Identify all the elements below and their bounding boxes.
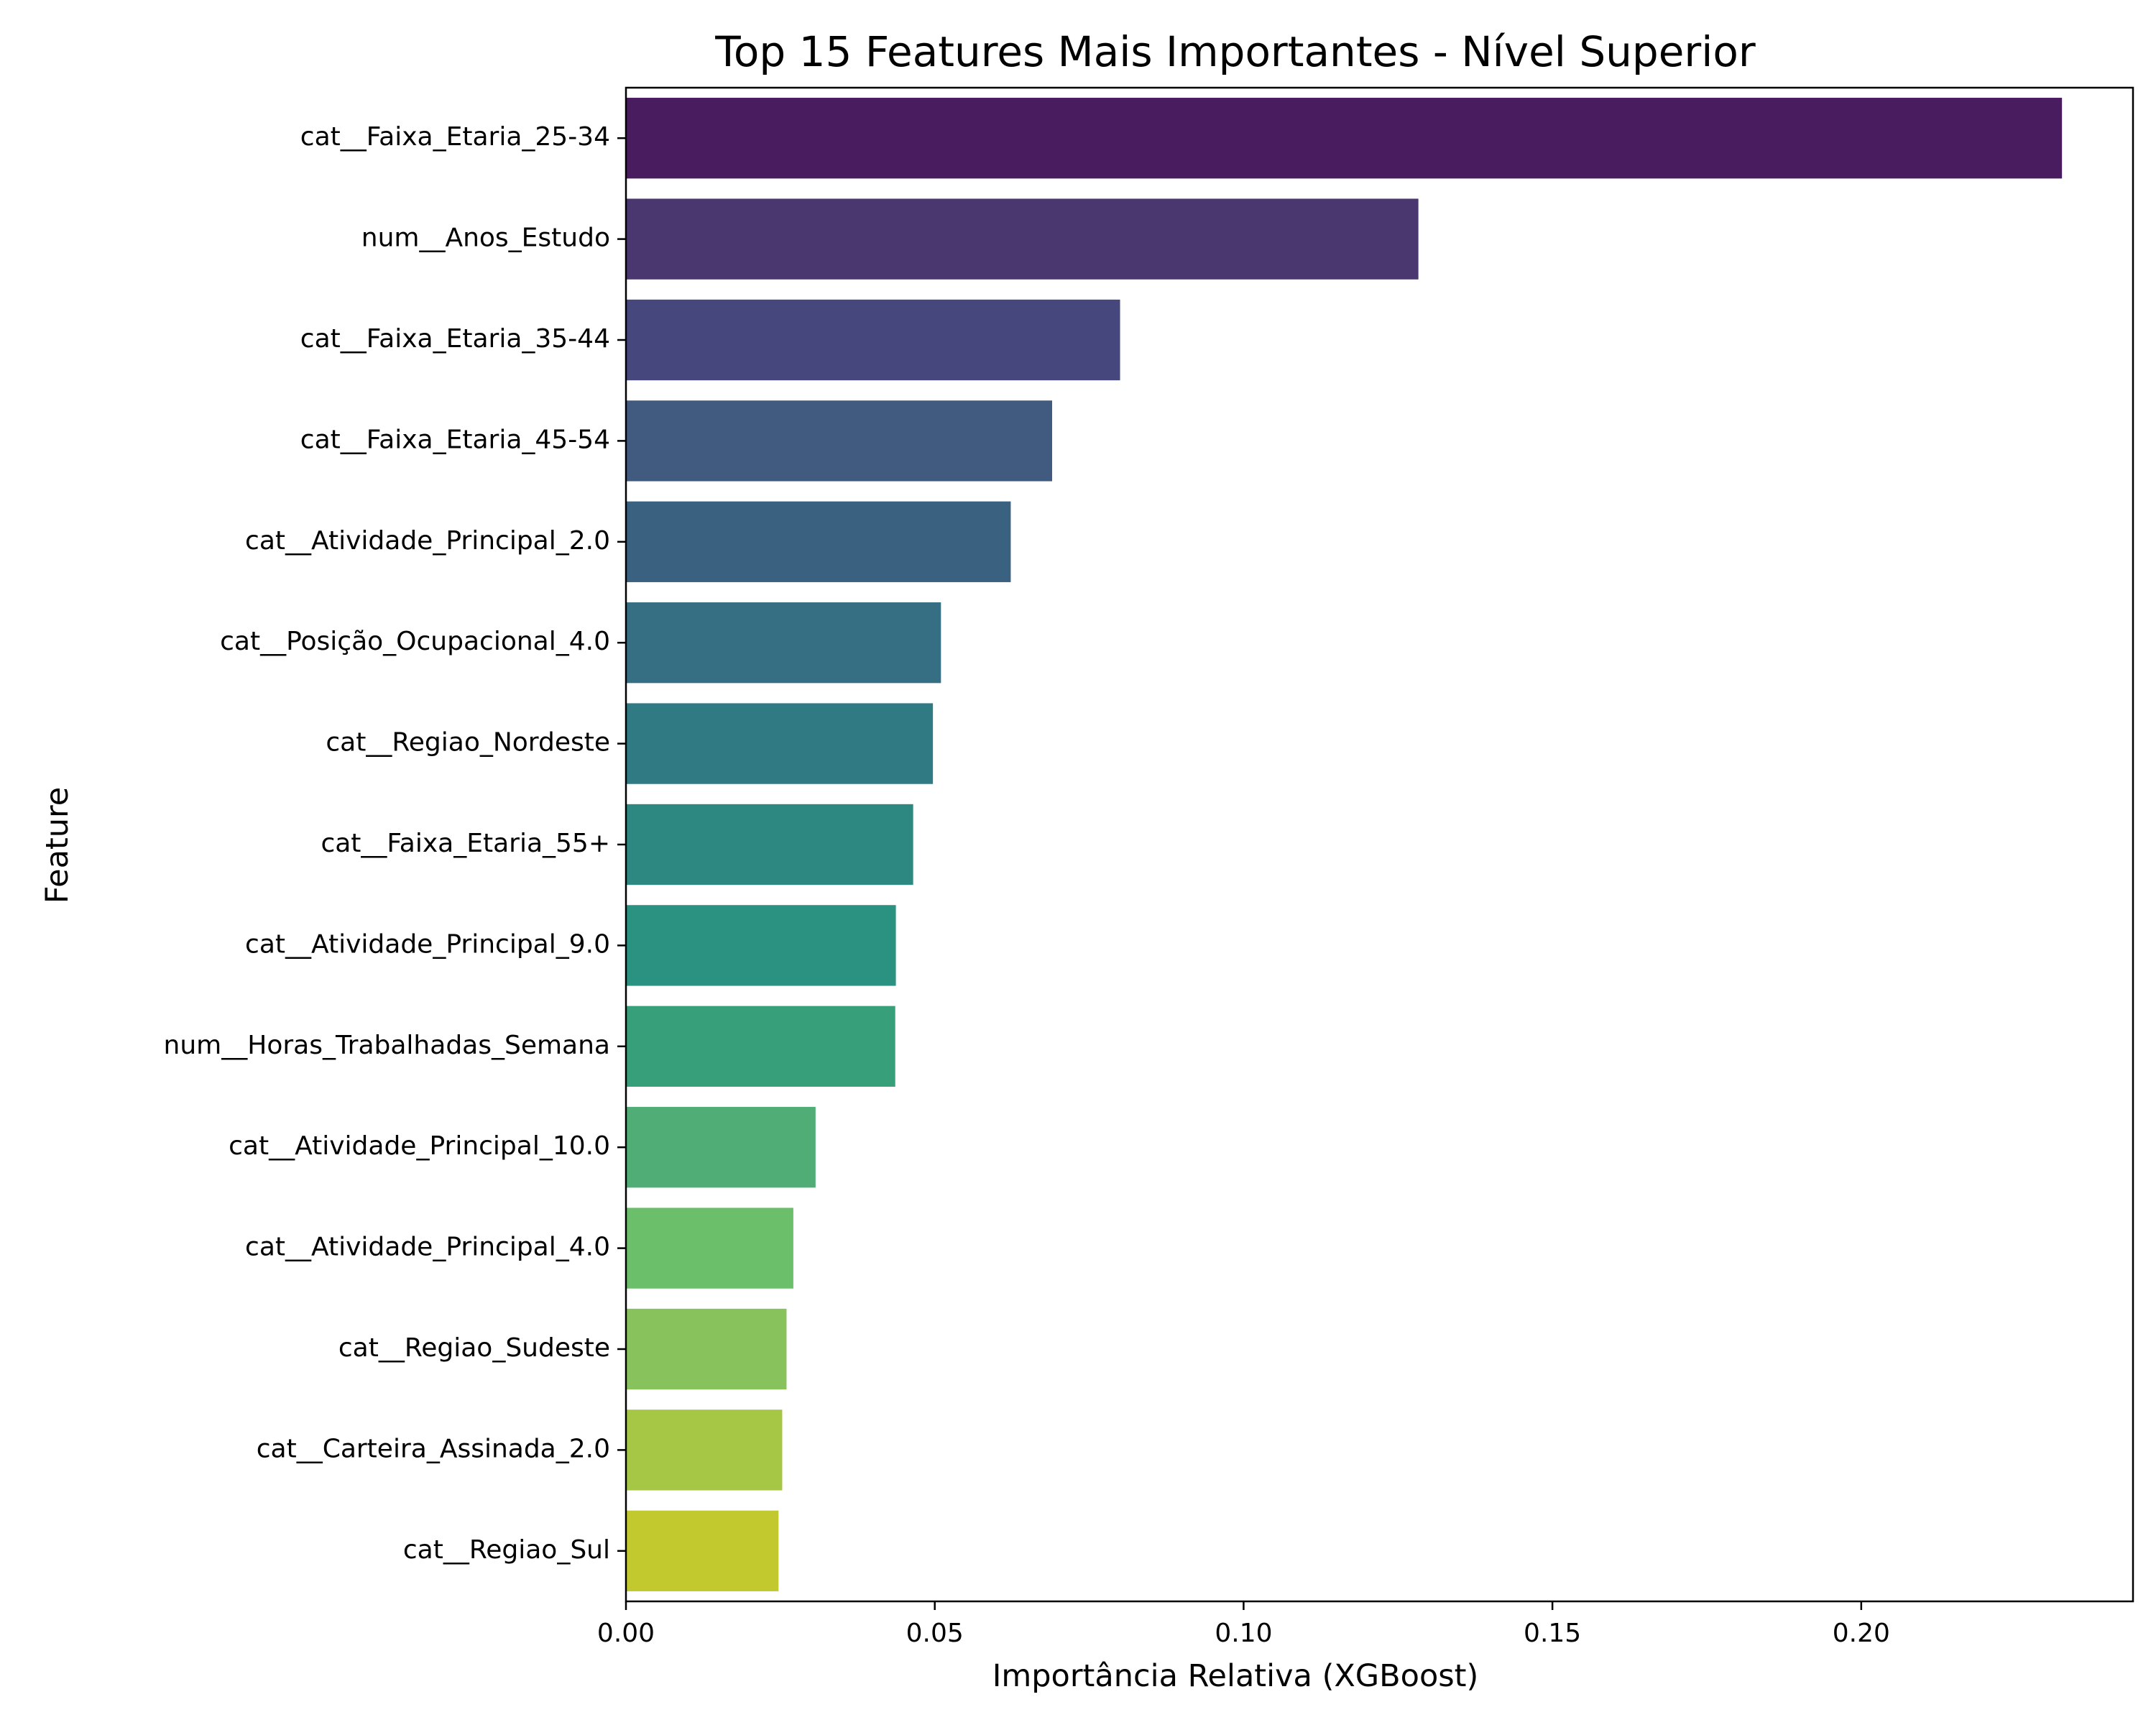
x-tick-label: 0.15 [1524, 1619, 1581, 1648]
y-tick-label: cat__Faixa_Etaria_45-54 [300, 425, 610, 454]
y-tick-label: cat__Atividade_Principal_4.0 [245, 1233, 610, 1262]
y-tick-label: cat__Posição_Ocupacional_4.0 [220, 627, 610, 656]
bar [626, 98, 2063, 179]
y-tick-label: cat__Atividade_Principal_2.0 [245, 526, 610, 556]
x-tick-label: 0.10 [1215, 1619, 1272, 1648]
y-axis-ticks: cat__Faixa_Etaria_25-34 num__Anos_Estudoc… [164, 122, 626, 1565]
y-tick-label: num__Anos_Estudo [361, 224, 610, 253]
y-tick-label: cat__Atividade_Principal_10.0 [229, 1131, 610, 1161]
y-tick-label: num__Horas_Trabalhadas_Semana [164, 1031, 610, 1060]
bar [626, 400, 1053, 482]
bar [626, 602, 941, 684]
x-axis-label: Importância Relativa (XGBoost) [992, 1658, 1479, 1694]
chart-title: Top 15 Features Mais Importantes - Nível… [714, 27, 1756, 76]
bars-group [626, 98, 2063, 1591]
x-tick-label: 0.20 [1833, 1619, 1890, 1648]
bar [626, 1208, 793, 1289]
y-tick-label: cat__Faixa_Etaria_55+ [321, 829, 610, 858]
y-tick-label: cat__Carteira_Assinada_2.0 [257, 1434, 610, 1463]
plot-frame [625, 86, 2134, 1603]
y-tick-label: cat__Faixa_Etaria_25-34 [300, 122, 610, 152]
y-tick-label: cat__Regiao_Sul [403, 1535, 610, 1565]
y-tick-label: cat__Regiao_Sudeste [338, 1333, 610, 1363]
bar [626, 501, 1011, 582]
bar [626, 299, 1120, 381]
x-axis-ticks: 0.00 0.05 0.10 0.15 0.20 [597, 1601, 1890, 1648]
bar [626, 905, 896, 986]
y-tick-label: cat__Faixa_Etaria_35-44 [300, 324, 610, 354]
bar [626, 1006, 895, 1087]
bar [626, 804, 913, 886]
bar [626, 1510, 779, 1591]
bar [626, 703, 934, 784]
y-axis-label: Feature [40, 787, 75, 904]
x-tick-label: 0.00 [597, 1619, 655, 1648]
y-tick-label: cat__Atividade_Principal_9.0 [245, 929, 610, 959]
bar [626, 1409, 783, 1491]
bar [626, 198, 1419, 280]
y-tick-label: cat__Regiao_Nordeste [326, 728, 610, 758]
x-tick-label: 0.05 [906, 1619, 964, 1648]
bar [626, 1107, 816, 1188]
bar [626, 1308, 787, 1390]
